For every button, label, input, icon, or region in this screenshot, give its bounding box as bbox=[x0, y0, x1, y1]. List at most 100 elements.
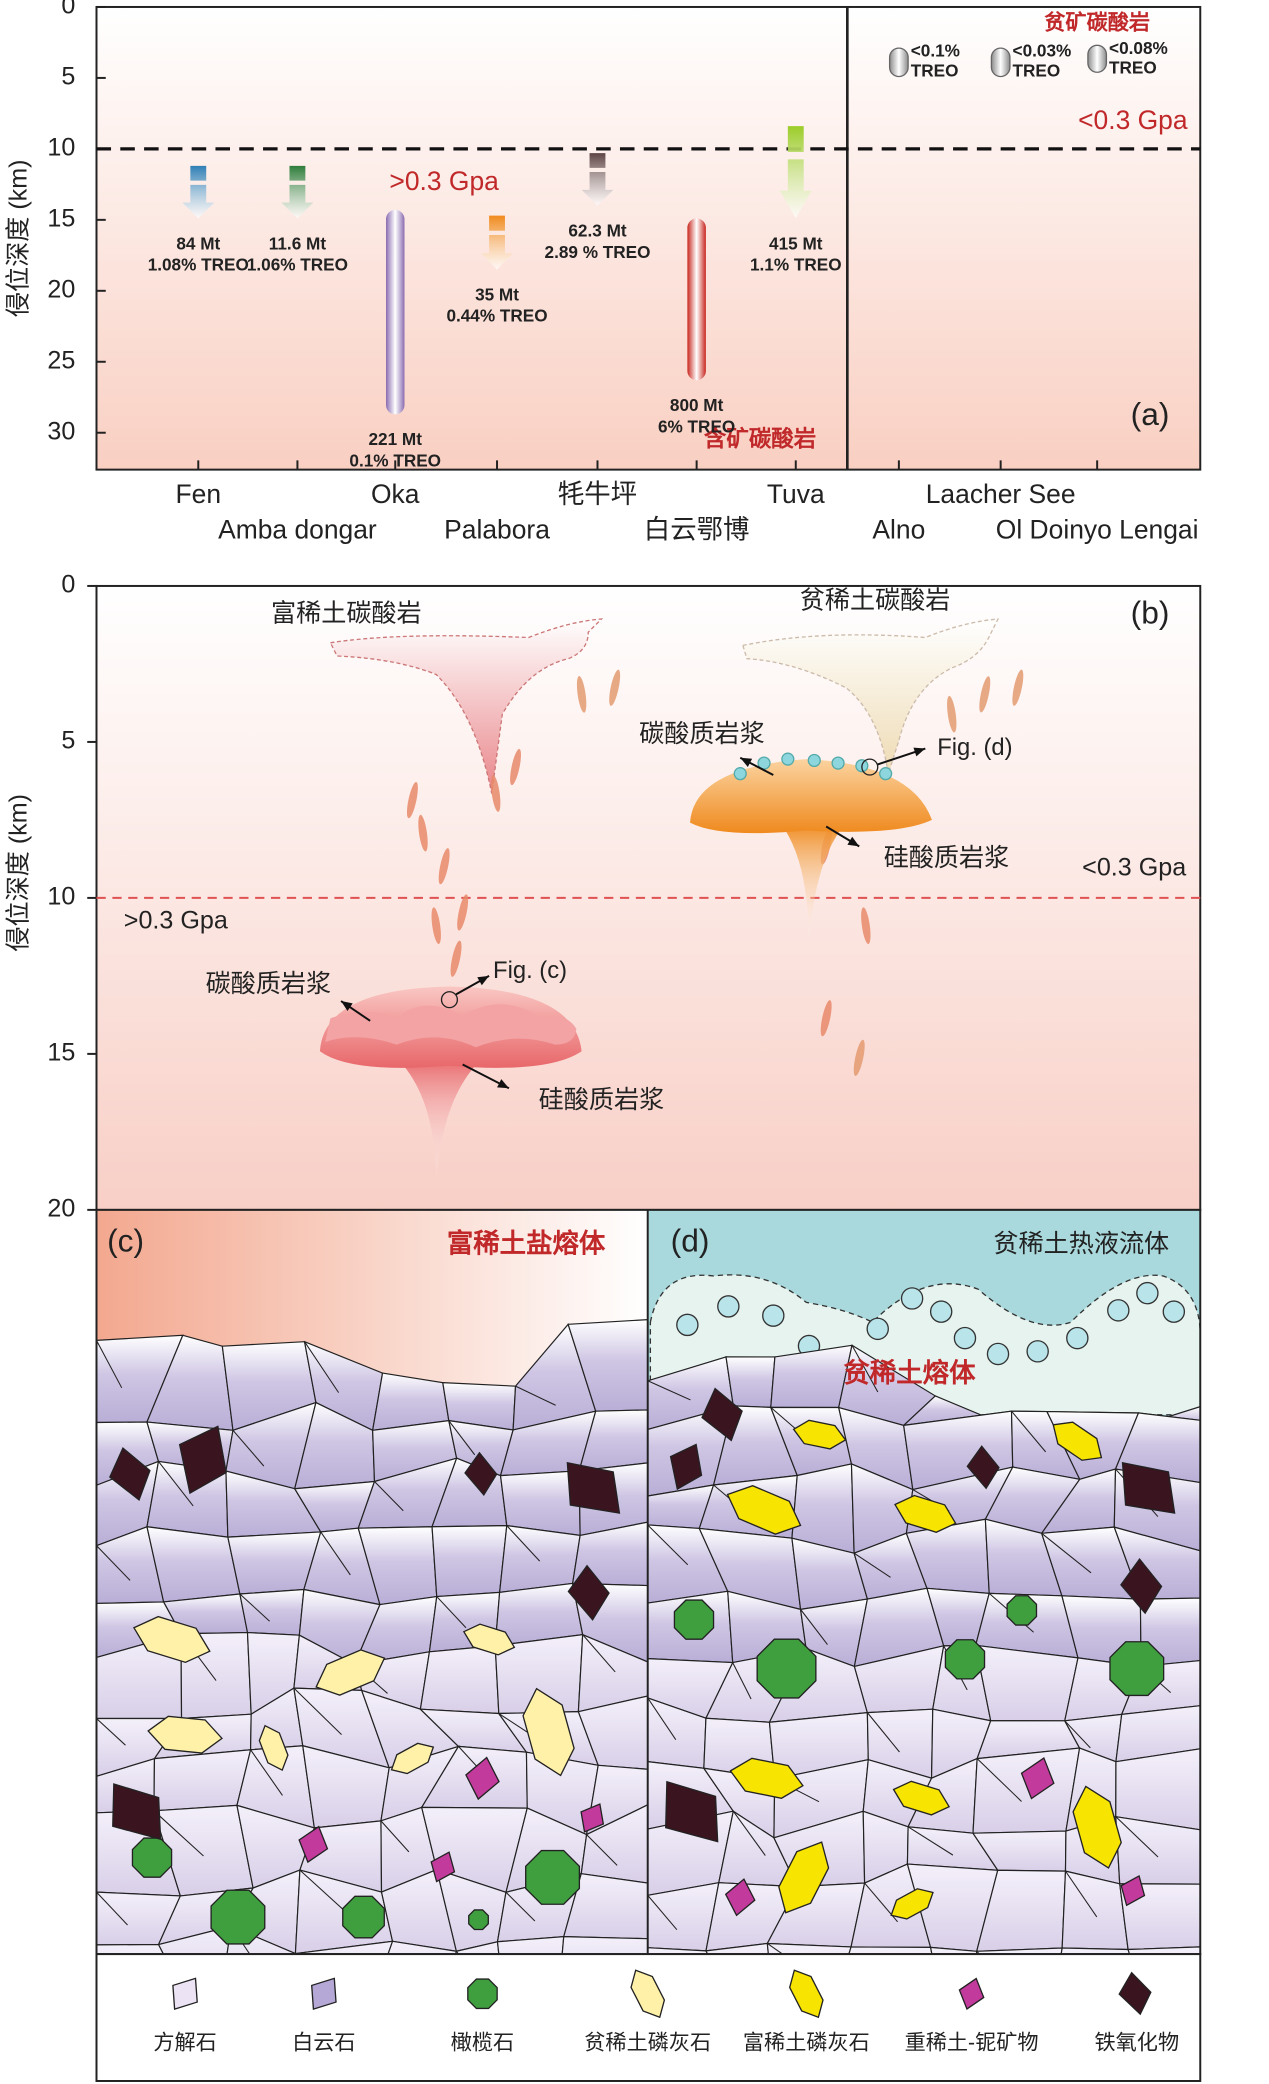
depth-arrow bbox=[779, 126, 812, 219]
mineral-grain bbox=[419, 1645, 500, 1715]
grain-edge bbox=[1011, 1410, 1047, 1453]
bubble bbox=[717, 1295, 740, 1318]
grade: 1.1% TREO bbox=[750, 255, 842, 275]
mineral bbox=[178, 1425, 227, 1495]
mineral-grain bbox=[1115, 1748, 1201, 1831]
mineral bbox=[315, 1649, 386, 1696]
feature-label: 富稀土盐熔体 bbox=[447, 1229, 606, 1259]
mineral-grain bbox=[1061, 1870, 1129, 1951]
legend-icon bbox=[467, 1978, 498, 2010]
grain-edge bbox=[800, 1609, 828, 1645]
bubble bbox=[986, 1342, 1010, 1366]
droplet bbox=[431, 907, 441, 945]
droplet bbox=[418, 814, 428, 852]
mineral-grain bbox=[239, 1588, 305, 1636]
mineral bbox=[1120, 1874, 1146, 1907]
mineral-grain bbox=[725, 1356, 776, 1408]
legend-label: 重稀土-铌矿物 bbox=[905, 2031, 1039, 2055]
grain-edge bbox=[586, 1834, 618, 1866]
legend-icon bbox=[788, 1969, 824, 2019]
y-tick-label: 20 bbox=[47, 1195, 75, 1223]
legend-icon bbox=[630, 1969, 666, 2019]
y-tick-label: 5 bbox=[61, 63, 75, 91]
bubble bbox=[781, 752, 795, 766]
grain-edge bbox=[436, 1596, 467, 1629]
mineral bbox=[944, 1639, 986, 1680]
y-tick-label: 15 bbox=[47, 1039, 75, 1067]
bubble bbox=[762, 1304, 785, 1327]
legend-label: 方解石 bbox=[153, 2031, 216, 2055]
grade: 0.1% TREO bbox=[349, 450, 441, 470]
grade-unit: TREO bbox=[1109, 58, 1157, 78]
grain-edge bbox=[96, 1545, 131, 1581]
grade: 6% TREO bbox=[658, 416, 735, 436]
bubble bbox=[1162, 1300, 1186, 1323]
x-tick-label: Laacher See bbox=[926, 479, 1076, 509]
feature-label: 硅酸质岩浆 bbox=[884, 844, 1010, 872]
mineral-grain bbox=[146, 1526, 241, 1603]
grade-unit: TREO bbox=[1013, 60, 1061, 80]
mineral bbox=[1006, 1595, 1038, 1626]
bubble bbox=[1026, 1340, 1049, 1363]
mineral bbox=[580, 1803, 605, 1833]
mineral bbox=[462, 1623, 516, 1656]
legend-icon bbox=[958, 1977, 985, 2010]
mineral bbox=[567, 1564, 610, 1621]
depth-bar bbox=[385, 209, 405, 415]
pressure-label: >0.3 Gpa bbox=[124, 906, 228, 934]
droplet bbox=[861, 907, 871, 945]
grain-edge bbox=[1115, 1816, 1159, 1858]
mineral bbox=[1052, 1421, 1103, 1461]
mineral bbox=[669, 1443, 703, 1491]
pointer-head bbox=[847, 836, 860, 847]
y-tick-label: 15 bbox=[47, 204, 75, 232]
depth-bar bbox=[687, 218, 706, 381]
grain-edge bbox=[158, 1461, 194, 1507]
mineral-grain bbox=[157, 1925, 232, 1955]
figure-ref: Fig. (d) bbox=[937, 734, 1012, 761]
droplet bbox=[979, 676, 991, 713]
grain-edge bbox=[96, 1891, 128, 1926]
y-tick-label: 10 bbox=[47, 883, 75, 911]
mineral bbox=[390, 1742, 435, 1775]
figure-ref: Fig. (c) bbox=[493, 957, 567, 984]
mineral bbox=[1072, 1785, 1122, 1869]
x-tick-label: Alno bbox=[872, 515, 925, 545]
droplet bbox=[438, 848, 450, 885]
feature-label: 碳酸质岩浆 bbox=[639, 720, 765, 748]
feature-label: 贫稀土热液流体 bbox=[993, 1230, 1169, 1258]
x-tick-label: Fen bbox=[176, 479, 222, 509]
mineral bbox=[525, 1849, 581, 1905]
depth-pill bbox=[888, 47, 909, 78]
rich-carbonatite bbox=[329, 618, 604, 794]
mineral-grain bbox=[647, 1947, 709, 1955]
pointer-head bbox=[913, 747, 926, 757]
mineral-grain bbox=[96, 1943, 165, 1955]
y-tick-label: 0 bbox=[61, 0, 75, 20]
y-tick-label: 25 bbox=[47, 346, 75, 374]
droplet bbox=[820, 1000, 832, 1037]
droplet bbox=[491, 775, 501, 812]
mineral bbox=[298, 1825, 329, 1864]
mineral bbox=[132, 1615, 211, 1664]
tonnage: 800 Mt bbox=[670, 395, 724, 415]
bubble bbox=[866, 1317, 889, 1341]
mineral-grain bbox=[705, 1942, 769, 1955]
grain-edge bbox=[1065, 1870, 1098, 1918]
mineral-grain bbox=[580, 1804, 648, 1884]
grain-edge bbox=[505, 1891, 536, 1922]
mineral bbox=[468, 1909, 489, 1931]
grain-edge bbox=[293, 1687, 342, 1735]
feature-label: 硅酸质岩浆 bbox=[539, 1086, 665, 1114]
mineral-grain bbox=[1119, 1883, 1201, 1951]
grain-edge bbox=[96, 1718, 126, 1746]
panel-label: (c) bbox=[107, 1222, 144, 1258]
bubble bbox=[879, 767, 893, 781]
mineral bbox=[726, 1485, 802, 1535]
mineral bbox=[1109, 1641, 1165, 1697]
mineral-grain bbox=[975, 1947, 1063, 1955]
mineral bbox=[665, 1780, 719, 1843]
mineral bbox=[756, 1638, 817, 1699]
tonnage: 84 Mt bbox=[176, 233, 220, 253]
